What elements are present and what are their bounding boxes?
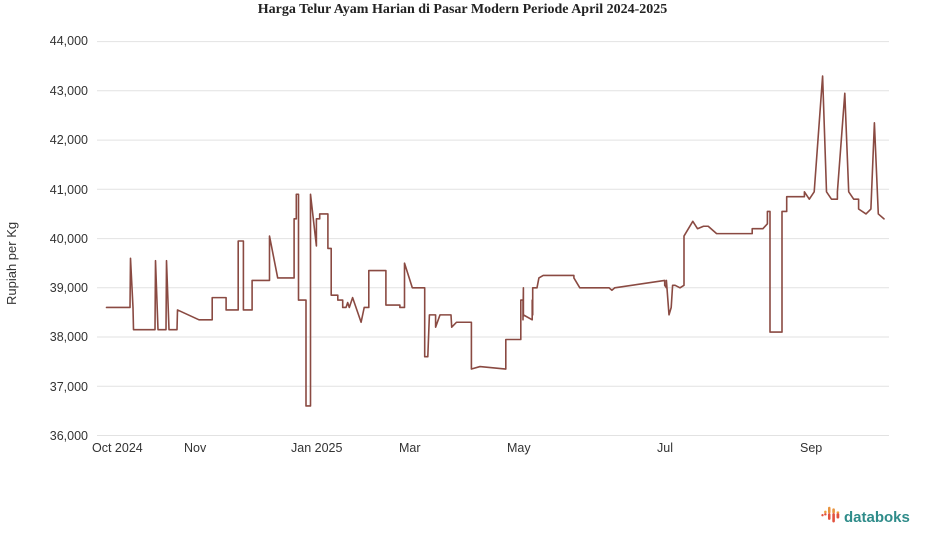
svg-text:databoks: databoks xyxy=(844,509,910,526)
